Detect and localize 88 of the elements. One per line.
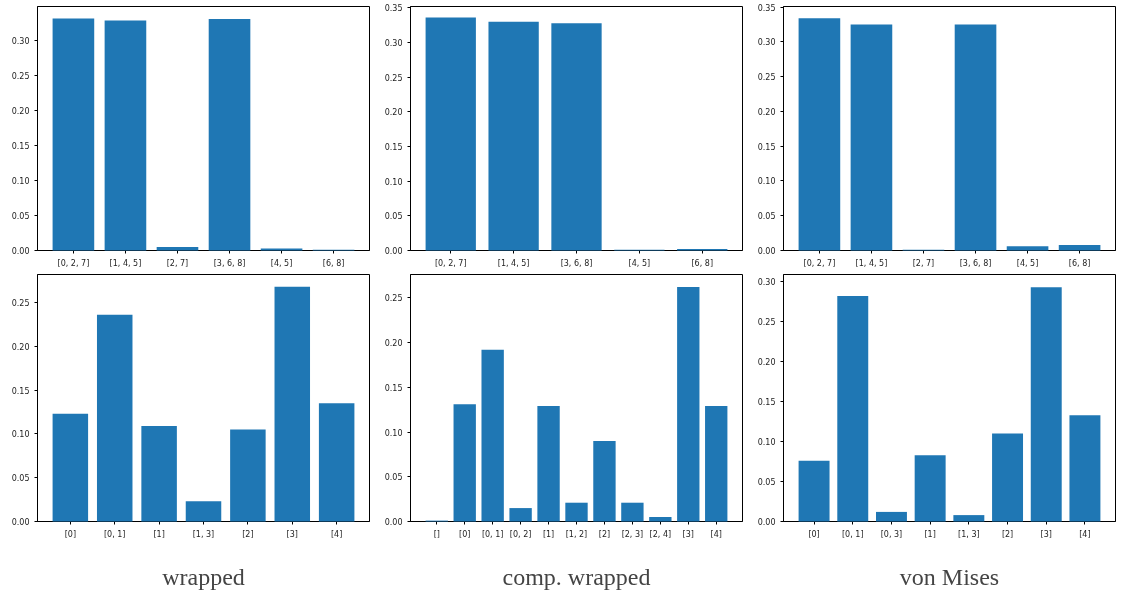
x-tick-label: [3] (1040, 529, 1052, 539)
x-tick-label: [0] (808, 529, 820, 539)
x-axis-title: wrapped (162, 563, 245, 590)
y-tick-label: 0.00 (11, 518, 30, 527)
y-tick-label: 0.15 (757, 398, 776, 408)
x-tick-label: [0, 1] (103, 529, 126, 539)
y-tick-label: 0.05 (757, 478, 776, 488)
x-tick-label: [4, 5] (628, 258, 651, 268)
x-tick-label: [3, 6, 8] (959, 258, 992, 268)
y-tick-label: 0.05 (384, 473, 403, 483)
y-tick-label: 0.30 (384, 39, 403, 49)
y-tick-label: 0.30 (11, 36, 30, 46)
y-tick-label: 0.15 (11, 141, 30, 151)
y-tick-label: 0.00 (384, 247, 403, 256)
y-tick-label: 0.25 (757, 318, 776, 328)
x-tick-label: [1, 4, 5] (497, 258, 530, 268)
x-tick-label: [1, 4, 5] (109, 258, 142, 268)
x-axis-title: von Mises (899, 563, 1000, 590)
x-tick-label: [0, 2, 7] (434, 258, 467, 268)
y-tick-label: 0.25 (384, 294, 403, 304)
y-tick-label: 0.20 (11, 106, 30, 116)
y-tick-label: 0.10 (11, 430, 30, 440)
x-tick-label: [1, 2] (565, 529, 588, 539)
x-tick-label: [2, 7] (912, 258, 935, 268)
y-tick-label: 0.15 (11, 386, 30, 396)
y-tick-label: 0.10 (384, 428, 403, 438)
y-tick-label: 0.25 (757, 73, 776, 83)
x-tick-label: [1] (542, 529, 555, 539)
x-tick-label: [0, 1] (842, 529, 864, 539)
y-tick-label: 0.20 (384, 339, 403, 349)
y-tick-label: 0.05 (11, 211, 30, 221)
y-tick-label: 0.00 (757, 518, 776, 527)
y-tick-label: 0.25 (384, 73, 403, 83)
x-tick-label: [2, 3] (621, 529, 644, 539)
y-tick-label: 0.10 (757, 438, 776, 448)
y-tick-label: 0.05 (11, 474, 30, 484)
y-tick-label: 0.00 (384, 518, 403, 527)
y-tick-label: 0.15 (384, 383, 403, 393)
x-tick-label: [3] (682, 529, 694, 539)
x-tick-label: [2, 7] (166, 258, 189, 268)
y-tick-label: 0.05 (757, 212, 776, 222)
y-tick-label: 0.35 (757, 3, 776, 13)
x-tick-label: [4, 5] (270, 258, 293, 268)
x-tick-label: [1] (153, 529, 165, 539)
x-tick-label: [0] (64, 529, 77, 539)
y-tick-label: 0.10 (384, 177, 403, 187)
x-tick-label: [3] (286, 529, 298, 539)
y-tick-label: 0.20 (11, 342, 30, 352)
x-tick-label: [6, 8] (691, 258, 714, 268)
y-tick-label: 0.05 (384, 212, 403, 222)
x-tick-label: [2] (242, 529, 254, 539)
x-tick-label: [2, 4] (649, 529, 672, 539)
x-tick-label: [2] (598, 529, 611, 539)
y-tick-label: 0.15 (757, 142, 776, 152)
y-tick-label: 0.00 (757, 247, 776, 256)
y-tick-label: 0.00 (11, 247, 30, 256)
y-tick-label: 0.15 (384, 143, 403, 153)
x-tick-label: [6, 8] (1068, 258, 1091, 268)
y-tick-label: 0.35 (384, 4, 403, 14)
x-tick-label: [3, 6, 8] (213, 258, 246, 268)
x-tick-label: [0, 1] (481, 529, 504, 539)
y-tick-label: 0.20 (757, 358, 776, 368)
x-tick-label: [0, 2, 7] (803, 258, 836, 268)
x-tick-label: [0, 3] (880, 529, 903, 539)
y-tick-label: 0.20 (384, 108, 403, 118)
x-tick-label: [0] (459, 529, 471, 539)
x-tick-label: [4, 5] (1016, 258, 1039, 268)
y-tick-label: 0.10 (11, 176, 30, 186)
x-tick-label: [1, 3] (958, 529, 980, 539)
x-tick-label: [2] (1001, 529, 1014, 539)
x-tick-label: [1] (924, 529, 936, 539)
x-tick-label: [] (433, 529, 440, 539)
x-tick-label: [6, 8] (322, 258, 345, 268)
y-tick-label: 0.10 (757, 177, 776, 187)
y-tick-label: 0.25 (11, 71, 30, 81)
y-tick-label: 0.30 (757, 38, 776, 48)
y-tick-label: 0.25 (11, 299, 30, 309)
x-tick-label: [0, 2, 7] (57, 258, 90, 268)
x-axis-title: comp. wrapped (502, 563, 651, 590)
x-tick-label: [1, 4, 5] (855, 258, 888, 268)
x-tick-label: [4] (330, 529, 343, 539)
x-tick-label: [4] (1079, 529, 1091, 539)
y-tick-label: 0.30 (757, 278, 776, 288)
x-tick-label: [4] (710, 529, 722, 539)
y-tick-label: 0.20 (757, 107, 776, 117)
x-tick-label: [1, 3] (192, 529, 215, 539)
x-tick-label: [0, 2] (509, 529, 532, 539)
x-tick-label: [3, 6, 8] (560, 258, 593, 268)
